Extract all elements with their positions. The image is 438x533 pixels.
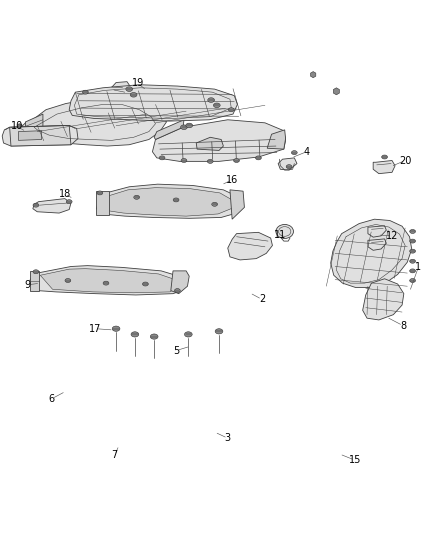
Ellipse shape	[381, 155, 388, 159]
Polygon shape	[25, 114, 43, 132]
Polygon shape	[171, 271, 189, 294]
Ellipse shape	[131, 332, 139, 337]
Ellipse shape	[126, 87, 133, 92]
Ellipse shape	[174, 288, 180, 293]
Ellipse shape	[134, 195, 140, 199]
Ellipse shape	[410, 249, 416, 253]
Ellipse shape	[186, 123, 193, 128]
Polygon shape	[228, 232, 272, 260]
Polygon shape	[311, 71, 316, 78]
Ellipse shape	[130, 93, 137, 97]
Ellipse shape	[255, 156, 261, 160]
Polygon shape	[278, 158, 297, 170]
Text: 19: 19	[132, 78, 144, 88]
Ellipse shape	[97, 191, 103, 195]
Ellipse shape	[33, 203, 39, 207]
Ellipse shape	[410, 279, 416, 282]
Ellipse shape	[33, 270, 39, 274]
Polygon shape	[267, 130, 286, 149]
Ellipse shape	[142, 282, 148, 286]
Ellipse shape	[213, 103, 220, 108]
Ellipse shape	[286, 165, 292, 168]
Polygon shape	[368, 239, 386, 251]
Polygon shape	[154, 120, 184, 140]
Text: 12: 12	[386, 231, 398, 241]
Ellipse shape	[233, 158, 240, 163]
Ellipse shape	[207, 159, 213, 163]
Ellipse shape	[18, 124, 22, 127]
Text: 10: 10	[11, 122, 23, 131]
Ellipse shape	[103, 281, 109, 285]
Polygon shape	[18, 131, 42, 140]
Ellipse shape	[212, 203, 218, 206]
Ellipse shape	[410, 269, 416, 273]
Ellipse shape	[66, 200, 72, 204]
Polygon shape	[373, 160, 395, 174]
Ellipse shape	[173, 198, 179, 202]
Ellipse shape	[65, 279, 71, 282]
Polygon shape	[105, 82, 131, 98]
Text: 3: 3	[225, 433, 231, 443]
Ellipse shape	[228, 108, 234, 112]
Ellipse shape	[410, 239, 416, 243]
Text: 20: 20	[399, 156, 411, 166]
Polygon shape	[103, 188, 234, 216]
Text: 7: 7	[112, 450, 118, 460]
Ellipse shape	[215, 329, 223, 334]
Polygon shape	[96, 191, 109, 215]
Polygon shape	[152, 120, 286, 161]
Polygon shape	[30, 271, 39, 290]
Text: 8: 8	[400, 321, 406, 330]
Polygon shape	[2, 125, 78, 146]
Polygon shape	[368, 226, 386, 237]
Polygon shape	[196, 138, 223, 150]
Polygon shape	[10, 125, 71, 146]
Text: 11: 11	[274, 230, 286, 240]
Polygon shape	[22, 98, 166, 146]
Text: 15: 15	[349, 455, 361, 465]
Text: 2: 2	[259, 294, 265, 304]
Ellipse shape	[208, 98, 215, 102]
Ellipse shape	[82, 90, 88, 94]
Polygon shape	[33, 199, 71, 213]
Ellipse shape	[410, 259, 416, 263]
Ellipse shape	[150, 334, 158, 339]
Polygon shape	[69, 85, 237, 121]
Text: 1: 1	[415, 262, 421, 272]
Text: 4: 4	[304, 147, 310, 157]
Polygon shape	[331, 219, 412, 287]
Ellipse shape	[276, 224, 293, 238]
Ellipse shape	[184, 332, 192, 337]
Text: 17: 17	[89, 324, 102, 334]
Text: 5: 5	[173, 345, 179, 356]
Ellipse shape	[181, 158, 187, 163]
Polygon shape	[40, 269, 179, 293]
Ellipse shape	[159, 156, 165, 160]
Ellipse shape	[410, 230, 416, 233]
Ellipse shape	[291, 151, 297, 155]
Polygon shape	[96, 184, 240, 219]
Polygon shape	[30, 265, 184, 295]
Text: 16: 16	[226, 175, 238, 185]
Text: 9: 9	[24, 280, 30, 290]
Polygon shape	[333, 88, 339, 95]
Ellipse shape	[112, 326, 120, 332]
Polygon shape	[363, 279, 404, 320]
Polygon shape	[230, 190, 244, 219]
Text: 18: 18	[59, 189, 71, 199]
Text: 6: 6	[49, 394, 55, 404]
Ellipse shape	[180, 125, 187, 130]
